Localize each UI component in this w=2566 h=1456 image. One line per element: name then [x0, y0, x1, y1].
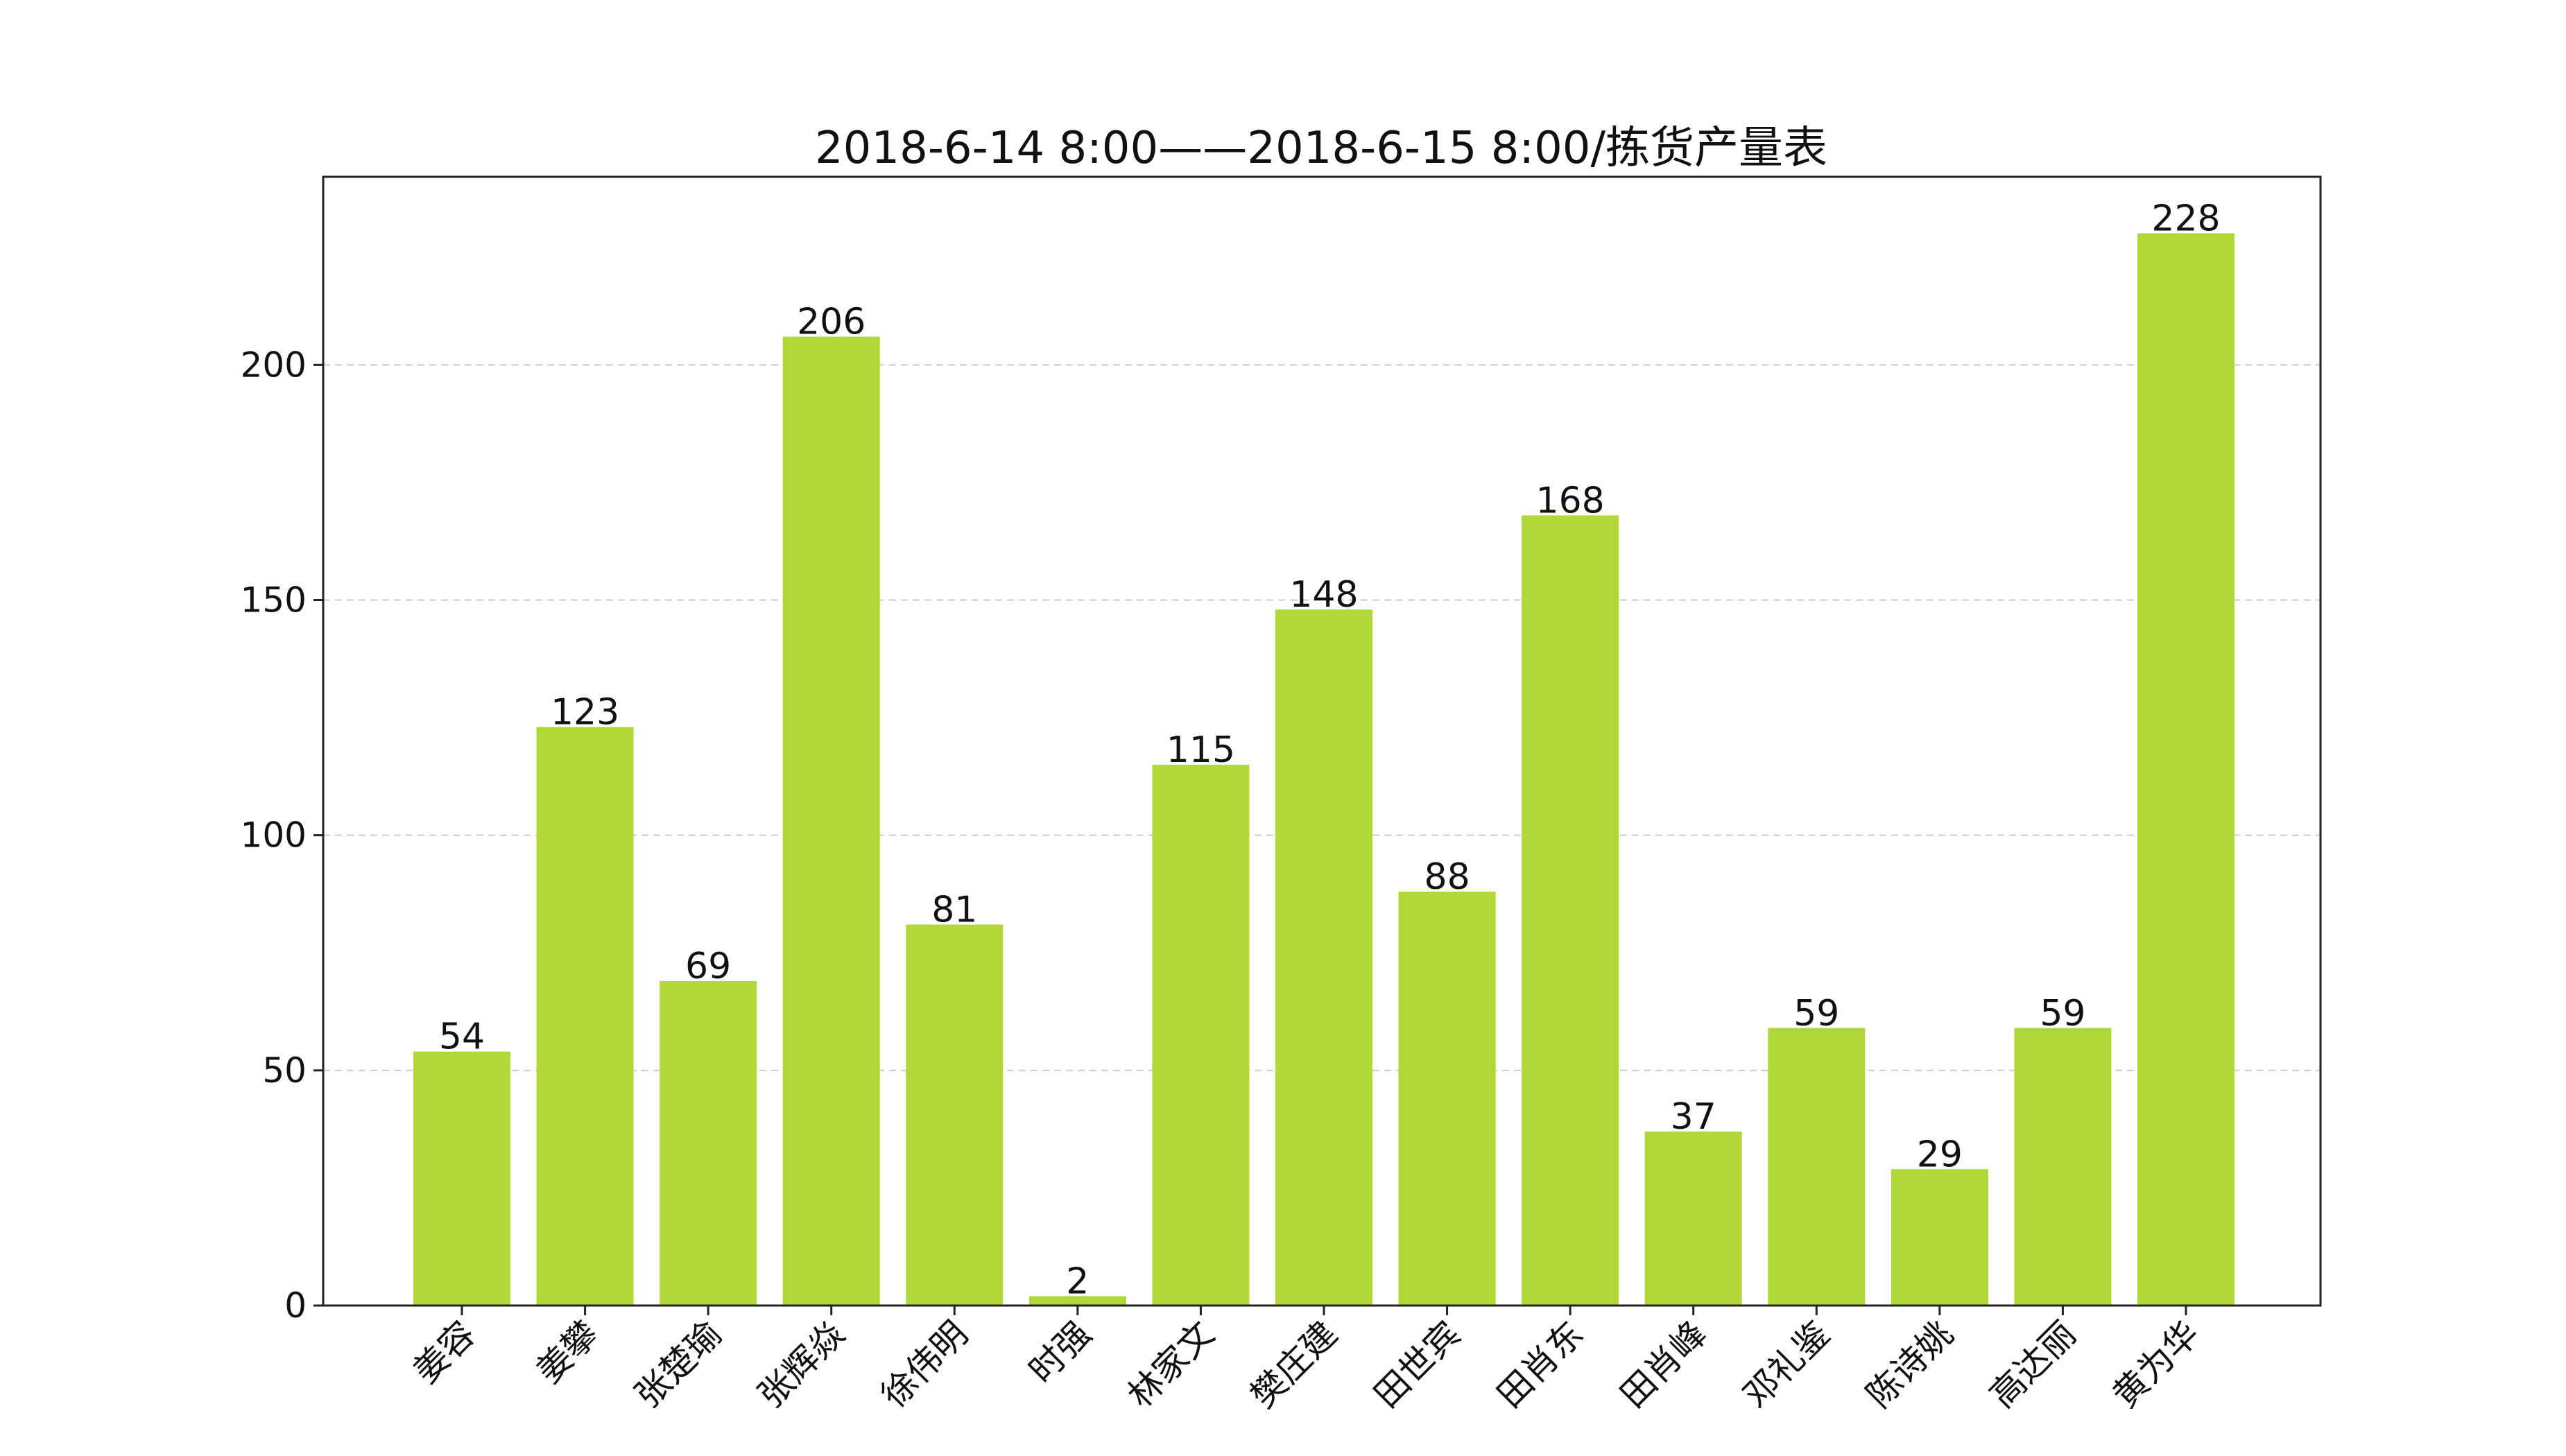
bar [906, 924, 1004, 1306]
bar-value-label: 37 [1671, 1096, 1716, 1138]
x-tick-label: 黄为华 [2105, 1313, 2207, 1415]
bar-value-label: 29 [1917, 1134, 1963, 1175]
y-tick-label: 100 [241, 815, 307, 856]
x-tick-label: 高达丽 [1982, 1313, 2084, 1415]
y-tick-label: 0 [284, 1285, 307, 1326]
x-tick-label: 时强 [1022, 1313, 1099, 1391]
bar-value-label: 59 [1793, 993, 1839, 1034]
bar-value-label: 88 [1424, 856, 1470, 898]
bar [782, 336, 880, 1306]
x-tick-label: 陈诗姚 [1859, 1313, 1961, 1415]
bar [536, 727, 634, 1306]
x-tick-label: 姜容 [406, 1313, 483, 1391]
bar [1398, 892, 1496, 1306]
bar-value-label: 206 [797, 302, 866, 343]
bar-value-label: 54 [439, 1016, 485, 1058]
y-tick-label: 200 [241, 345, 307, 385]
plot-frame [322, 175, 2322, 1307]
y-axis: 0 50 100 150 200 [241, 345, 323, 1326]
chart-title: 2018-6-14 8:00——2018-6-15 8:00/拣货产量表 [815, 123, 1827, 174]
bar [1768, 1028, 1866, 1306]
bar-value-label: 59 [2040, 993, 2085, 1034]
bar-value-label: 123 [551, 692, 619, 734]
x-axis: 姜容 姜攀 张楚瑜 张辉焱 徐伟明 时强 林家文 樊庄建 田世宾 田肖东 田肖峰 邓礼鉴 陈诗姚 高达丽黄… [406, 1306, 2207, 1416]
bar [413, 1051, 510, 1306]
bar-value-label: 168 [1536, 480, 1605, 521]
x-tick-label: 田世宾 [1366, 1313, 1468, 1415]
bar-value-label: 228 [2151, 198, 2220, 239]
x-tick-label: 樊庄建 [1243, 1313, 1345, 1415]
x-tick-label: 邓礼鉴 [1736, 1313, 1838, 1415]
bar [1028, 1296, 1126, 1306]
bar [660, 980, 757, 1306]
x-tick-label: 田肖东 [1490, 1313, 1592, 1415]
x-tick-label: 徐伟明 [874, 1313, 976, 1415]
x-tick-label: 林家文 [1120, 1313, 1222, 1415]
bar [1275, 609, 1372, 1306]
x-tick-label: 张楚瑜 [628, 1313, 730, 1415]
bar [1644, 1132, 1742, 1306]
bar-value-label: 81 [931, 890, 977, 931]
x-tick-label: 姜攀 [528, 1313, 606, 1391]
y-tick-label: 50 [262, 1050, 307, 1091]
y-tick-label: 150 [241, 580, 307, 621]
bar-value-label: 2 [1066, 1260, 1089, 1302]
bar [1522, 515, 1619, 1306]
bar-value-label: 148 [1289, 574, 1358, 616]
bar-value-label: 115 [1166, 729, 1235, 771]
bars [413, 233, 2235, 1306]
x-tick-label: 田肖峰 [1612, 1313, 1714, 1415]
x-tick-label: 张辉焱 [750, 1313, 852, 1415]
bar [2014, 1028, 2112, 1306]
bar [1891, 1169, 1988, 1306]
bar [1152, 764, 1250, 1306]
data-labels: 54 123 69 206 81 2 115 148 88 168 37 59 29 59 228 [439, 198, 2221, 1302]
grid-lines [323, 364, 2320, 1071]
bar [2137, 233, 2235, 1306]
bar-value-label: 69 [685, 946, 731, 987]
